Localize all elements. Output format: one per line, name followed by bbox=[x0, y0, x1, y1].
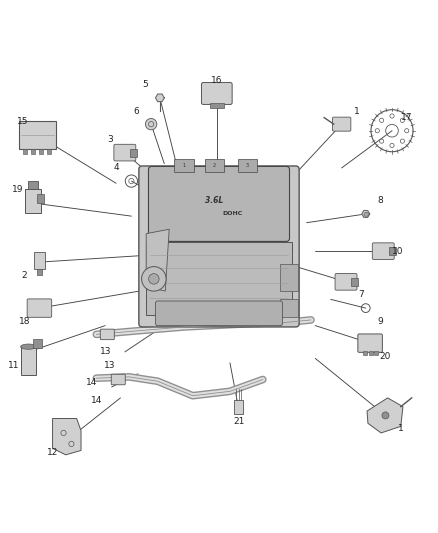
Bar bbox=[39, 149, 42, 154]
Bar bbox=[37, 269, 42, 275]
Bar bbox=[280, 264, 298, 290]
Text: 10: 10 bbox=[392, 247, 404, 256]
Text: 7: 7 bbox=[358, 290, 364, 300]
Bar bbox=[363, 351, 367, 354]
Bar bbox=[130, 149, 137, 157]
FancyBboxPatch shape bbox=[139, 166, 299, 327]
Text: 20: 20 bbox=[379, 352, 391, 361]
Text: 13: 13 bbox=[100, 348, 112, 357]
Text: 2: 2 bbox=[22, 271, 27, 280]
Bar bbox=[146, 243, 292, 316]
Bar bbox=[174, 158, 194, 172]
Text: 21: 21 bbox=[233, 417, 244, 426]
Polygon shape bbox=[362, 211, 370, 217]
Text: 3.6L: 3.6L bbox=[205, 196, 224, 205]
FancyBboxPatch shape bbox=[27, 299, 52, 317]
Text: 3: 3 bbox=[246, 163, 249, 167]
Bar bbox=[389, 247, 396, 255]
Text: 1: 1 bbox=[182, 163, 186, 167]
FancyBboxPatch shape bbox=[358, 334, 382, 352]
Text: 6: 6 bbox=[133, 107, 139, 116]
Text: 13: 13 bbox=[104, 360, 116, 369]
FancyBboxPatch shape bbox=[372, 243, 394, 260]
Text: 5: 5 bbox=[142, 80, 148, 89]
Bar bbox=[31, 149, 35, 154]
FancyBboxPatch shape bbox=[155, 301, 283, 326]
Circle shape bbox=[145, 118, 157, 130]
Text: 9: 9 bbox=[378, 317, 384, 326]
Bar bbox=[33, 339, 42, 348]
FancyBboxPatch shape bbox=[335, 273, 357, 290]
Text: 2: 2 bbox=[213, 163, 216, 167]
Bar bbox=[18, 121, 56, 149]
FancyBboxPatch shape bbox=[100, 329, 114, 340]
Circle shape bbox=[382, 412, 389, 419]
Text: 15: 15 bbox=[17, 117, 28, 126]
Bar bbox=[210, 103, 224, 108]
Text: 1: 1 bbox=[397, 424, 403, 433]
Text: 12: 12 bbox=[47, 448, 59, 457]
Bar bbox=[46, 149, 50, 154]
Text: 19: 19 bbox=[12, 185, 24, 195]
Text: 16: 16 bbox=[211, 76, 223, 85]
Bar bbox=[21, 346, 36, 375]
Polygon shape bbox=[155, 94, 164, 102]
Bar bbox=[25, 189, 41, 213]
Circle shape bbox=[364, 212, 368, 216]
Bar bbox=[205, 158, 224, 172]
FancyBboxPatch shape bbox=[111, 374, 125, 385]
Polygon shape bbox=[146, 229, 169, 291]
Text: 4: 4 bbox=[114, 164, 119, 173]
Text: 11: 11 bbox=[8, 360, 19, 369]
Circle shape bbox=[141, 266, 166, 291]
Text: DOHC: DOHC bbox=[222, 211, 242, 216]
FancyBboxPatch shape bbox=[332, 117, 351, 131]
Text: 17: 17 bbox=[401, 113, 413, 122]
Bar bbox=[23, 149, 27, 154]
Text: 14: 14 bbox=[86, 378, 98, 387]
Bar bbox=[37, 194, 44, 203]
Text: 1: 1 bbox=[353, 107, 360, 116]
Text: 3: 3 bbox=[107, 135, 113, 144]
Text: 18: 18 bbox=[19, 317, 30, 326]
Bar bbox=[280, 300, 298, 317]
Polygon shape bbox=[53, 418, 81, 455]
Bar bbox=[28, 181, 38, 189]
FancyBboxPatch shape bbox=[201, 83, 232, 104]
Text: 8: 8 bbox=[378, 196, 384, 205]
Bar bbox=[369, 351, 373, 354]
FancyBboxPatch shape bbox=[148, 166, 290, 241]
Bar bbox=[238, 158, 257, 172]
Text: 14: 14 bbox=[91, 395, 102, 405]
Circle shape bbox=[148, 273, 159, 284]
Bar bbox=[351, 278, 358, 286]
Polygon shape bbox=[367, 398, 403, 433]
Bar bbox=[234, 400, 243, 414]
FancyBboxPatch shape bbox=[114, 144, 136, 161]
Bar bbox=[374, 351, 378, 354]
Bar bbox=[34, 253, 45, 269]
Ellipse shape bbox=[21, 344, 36, 349]
